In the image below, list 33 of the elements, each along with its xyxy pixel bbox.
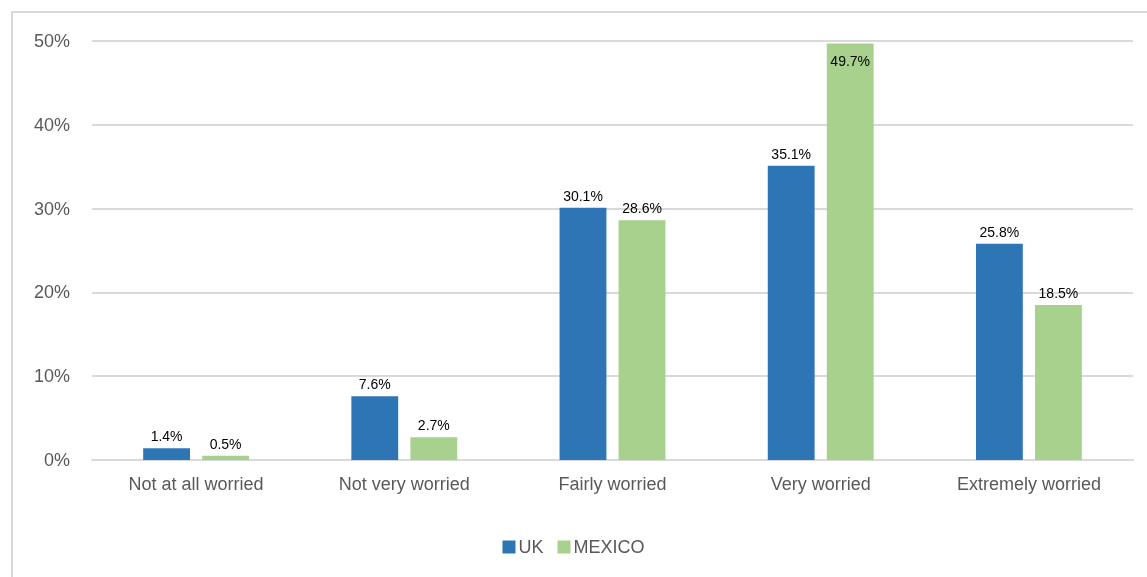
y-tick-label: 20% — [33, 282, 70, 303]
bar — [351, 396, 399, 460]
bar — [975, 243, 1023, 460]
x-tick-label: Not very worried — [338, 474, 470, 494]
y-tick-label: 50% — [33, 31, 70, 51]
data-label: 30.1% — [563, 187, 603, 204]
y-tick-label: 40% — [33, 114, 70, 135]
bar — [143, 448, 191, 460]
data-label: 25.8% — [979, 223, 1020, 240]
legend-label: MEXICO — [573, 537, 645, 557]
data-label: 0.5% — [209, 435, 242, 452]
bar — [202, 455, 250, 460]
data-label: 49.7% — [830, 52, 871, 69]
legend-label: UK — [518, 537, 544, 557]
data-label: 2.7% — [417, 417, 450, 434]
data-label: 7.6% — [358, 376, 391, 393]
data-label: 1.4% — [150, 428, 183, 445]
x-tick-label: Fairly worried — [558, 474, 667, 494]
y-tick-label: 10% — [33, 366, 70, 387]
y-tick-label: 0% — [43, 450, 70, 470]
y-tick-label: 30% — [33, 198, 70, 219]
x-tick-label: Not at all worried — [128, 474, 264, 494]
bar — [559, 207, 607, 460]
data-label: 28.6% — [622, 200, 662, 217]
data-label: 18.5% — [1038, 284, 1079, 301]
bar — [410, 437, 458, 460]
data-label: 35.1% — [771, 145, 812, 162]
x-tick-label: Very worried — [770, 474, 871, 494]
bar — [826, 43, 874, 460]
bar — [767, 165, 815, 460]
bar — [1034, 304, 1082, 460]
bar — [618, 220, 666, 460]
x-tick-label: Extremely worried — [956, 474, 1101, 494]
